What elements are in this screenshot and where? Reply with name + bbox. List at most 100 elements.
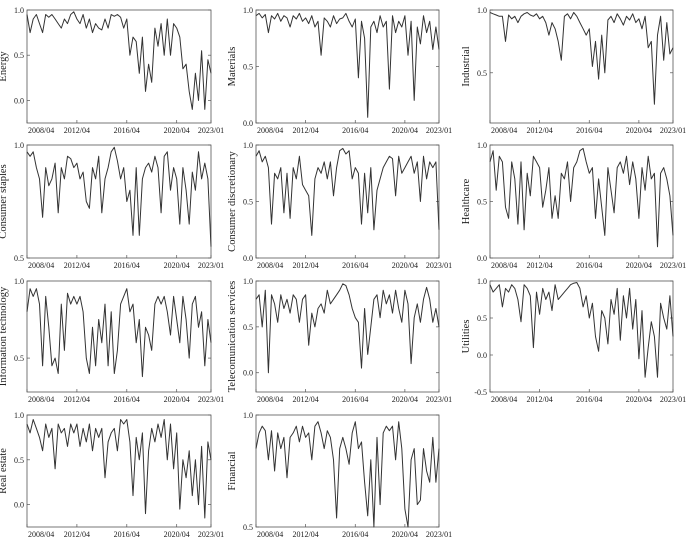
y-axis-label: Materials: [227, 47, 238, 87]
x-tick-label: 2016/04: [342, 530, 368, 539]
x-tick-label: 2008/04: [28, 126, 54, 135]
x-tick-label: 2020/04: [626, 126, 652, 135]
x-tick-label: 2020/04: [164, 530, 190, 539]
y-tick-label: 0.5: [477, 198, 487, 207]
y-tick-label: 0.0: [243, 369, 253, 378]
y-tick-label: 1.0: [14, 141, 24, 150]
y-tick-label: 0.5: [243, 323, 253, 332]
x-tick-label: 2012/04: [293, 126, 319, 135]
x-tick-label: 2008/04: [257, 530, 283, 539]
x-tick-label: 2008/04: [257, 126, 283, 135]
plot-frame: [489, 9, 674, 124]
x-tick-label: 2016/04: [114, 261, 140, 270]
y-tick-label: 0.0: [14, 96, 24, 105]
panel-real-estate: 1.0 0.5 0.0 2008/04 2012/04 2016/04 2020/04 202…: [0, 411, 224, 539]
x-tick-label: 2008/04: [28, 395, 54, 404]
series-line: [26, 11, 212, 110]
x-tick-label: 2016/04: [342, 395, 368, 404]
y-tick-label: 1.0: [477, 277, 487, 286]
x-tick-label: 2008/04: [491, 261, 517, 270]
x-tick-label: 2012/04: [64, 126, 90, 135]
x-tick-label: 2023/01: [426, 530, 452, 539]
plot-frame: [26, 9, 212, 124]
x-tick-label: 2008/04: [491, 126, 517, 135]
series-line: [26, 288, 212, 378]
y-tick-label: 0.5: [14, 51, 24, 60]
panel-information-technology: 1.0 0.5 2008/04 2012/04 2016/04 2020/04 2023/0…: [0, 277, 224, 404]
series-line: [26, 419, 212, 519]
x-tick-label: 2012/04: [527, 261, 553, 270]
y-tick-label: 1.0: [14, 411, 24, 420]
y-axis-label: Financial: [227, 451, 238, 490]
y-tick-label: 0.0: [243, 254, 253, 263]
y-tick-label: -0.5: [474, 388, 487, 397]
y-tick-label: 0.0: [477, 254, 487, 263]
plot-frame: [26, 414, 212, 528]
x-tick-label: 2023/01: [198, 126, 224, 135]
y-tick-label: 1.0: [477, 6, 487, 15]
x-tick-label: 2016/04: [576, 261, 602, 270]
panel-consumer-staples: 1.0 0.5 2008/04 2012/04 2016/04 2020/04 2023/0…: [0, 141, 224, 270]
x-tick-label: 2008/04: [257, 395, 283, 404]
x-tick-label: 2016/04: [342, 261, 368, 270]
x-tick-label: 2012/04: [527, 126, 553, 135]
x-tick-label: 2008/04: [491, 395, 517, 404]
x-tick-label: 2016/04: [576, 126, 602, 135]
y-tick-label: 1.0: [243, 141, 253, 150]
x-tick-label: 2012/04: [293, 395, 319, 404]
y-tick-label: 0.0: [243, 119, 253, 128]
y-tick-label: 1.0: [14, 277, 24, 286]
x-tick-label: 2012/04: [293, 261, 319, 270]
x-tick-label: 2023/01: [198, 530, 224, 539]
series-line: [489, 12, 674, 105]
series-line: [255, 12, 440, 118]
x-tick-label: 2023/01: [426, 395, 452, 404]
x-tick-label: 2020/04: [392, 530, 418, 539]
y-tick-label: 0.0: [14, 501, 24, 510]
x-tick-label: 2012/04: [64, 530, 90, 539]
x-tick-label: 2020/04: [626, 261, 652, 270]
y-tick-label: 1.0: [243, 277, 253, 286]
x-tick-label: 2020/04: [164, 126, 190, 135]
x-tick-label: 2008/04: [257, 261, 283, 270]
panel-industrial: 1.0 0.5 2008/04 2012/04 2016/04 2020/04 2023/0…: [461, 6, 686, 135]
x-tick-label: 2023/01: [660, 395, 686, 404]
series-line: [255, 421, 440, 528]
series-line: [255, 147, 440, 236]
panel-healthcare: 1.0 0.5 0.0 2008/04 2012/04 2016/04 2020/04 202…: [461, 141, 686, 270]
panel-materials: 1.0 0.5 0.0 2008/04 2012/04 2016/04 2020/04 202…: [227, 6, 452, 135]
y-tick-label: 0.5: [477, 69, 487, 78]
x-tick-label: 2008/04: [28, 530, 54, 539]
x-tick-label: 2020/04: [392, 395, 418, 404]
y-axis-label: Utilities: [461, 320, 472, 354]
y-axis-label: Energy: [0, 51, 9, 82]
panel-consumer-discretionary: 1.0 0.5 0.0 2008/04 2012/04 2016/04 2020/04 202…: [227, 141, 452, 270]
plot-frame: [26, 144, 212, 259]
panel-energy: 1.0 0.5 0.0 2008/04 2012/04 2016/04 2020/04 202…: [0, 6, 224, 135]
y-axis-label: Consumer staples: [0, 164, 9, 238]
y-tick-label: 0.0: [477, 351, 487, 360]
x-tick-label: 2016/04: [114, 126, 140, 135]
y-tick-label: 1.0: [477, 141, 487, 150]
x-tick-label: 2012/04: [64, 261, 90, 270]
x-tick-label: 2023/01: [198, 395, 224, 404]
x-tick-label: 2012/04: [64, 395, 90, 404]
panel-utilities: 1.0 0.5 0.0 -0.5 2008/04 2012/04 2016/04 2020/0…: [461, 277, 686, 404]
x-tick-label: 2023/01: [426, 126, 452, 135]
y-tick-label: 0.5: [243, 63, 253, 72]
y-axis-label: Industrial: [461, 46, 472, 86]
x-tick-label: 2016/04: [342, 126, 368, 135]
series-line: [255, 283, 440, 374]
plot-frame: [255, 414, 440, 528]
series-line: [489, 282, 674, 378]
x-tick-label: 2012/04: [527, 395, 553, 404]
x-tick-label: 2020/04: [164, 395, 190, 404]
x-tick-label: 2023/01: [198, 261, 224, 270]
x-tick-label: 2023/01: [426, 261, 452, 270]
x-tick-label: 2023/01: [660, 126, 686, 135]
y-tick-label: 0.5: [14, 254, 24, 263]
series-line: [26, 146, 212, 247]
y-axis-label: Real estate: [0, 448, 9, 494]
